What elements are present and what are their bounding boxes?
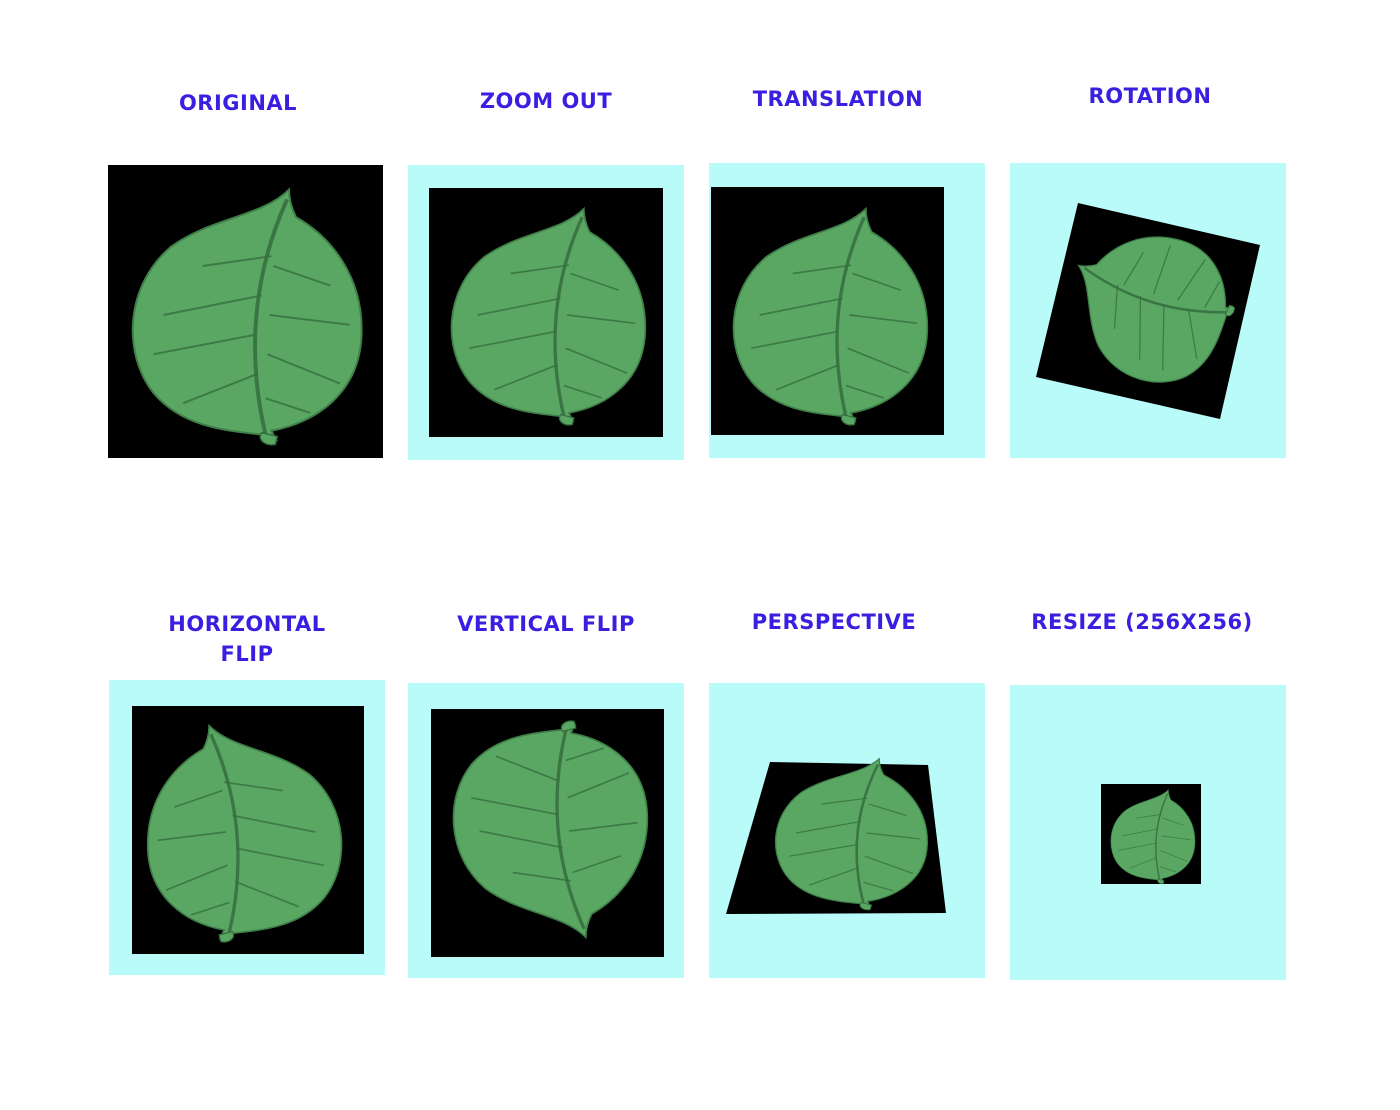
leaf-icon — [726, 757, 946, 914]
panel-original — [108, 165, 383, 458]
label-vertical-flip: VERTICAL FLIP — [457, 612, 635, 636]
label-perspective: PERSPECTIVE — [751, 610, 917, 634]
leaf-icon — [711, 187, 944, 435]
label-horizontal-flip: HORIZONTAL FLIP — [168, 612, 326, 666]
leaf-icon — [1101, 784, 1201, 885]
panel-vertical-flip — [408, 683, 684, 978]
panel-perspective — [709, 683, 985, 978]
leaf-icon — [431, 709, 664, 957]
leaf-icon — [429, 188, 663, 437]
panel-rotation — [1010, 163, 1286, 458]
leaf-icon — [132, 706, 364, 954]
panel-zoom-out — [408, 165, 684, 460]
label-zoom-out: ZOOM OUT — [479, 89, 613, 113]
label-original: ORIGINAL — [178, 91, 298, 115]
label-resize: RESIZE (256X256) — [1031, 610, 1253, 634]
panel-translation — [709, 163, 985, 458]
panel-resize — [1010, 685, 1286, 980]
panel-horizontal-flip — [109, 680, 385, 975]
leaf-icon — [130, 187, 364, 447]
label-translation: TRANSLATION — [752, 87, 924, 111]
leaf-icon — [1036, 203, 1260, 419]
label-rotation: ROTATION — [1088, 84, 1212, 108]
